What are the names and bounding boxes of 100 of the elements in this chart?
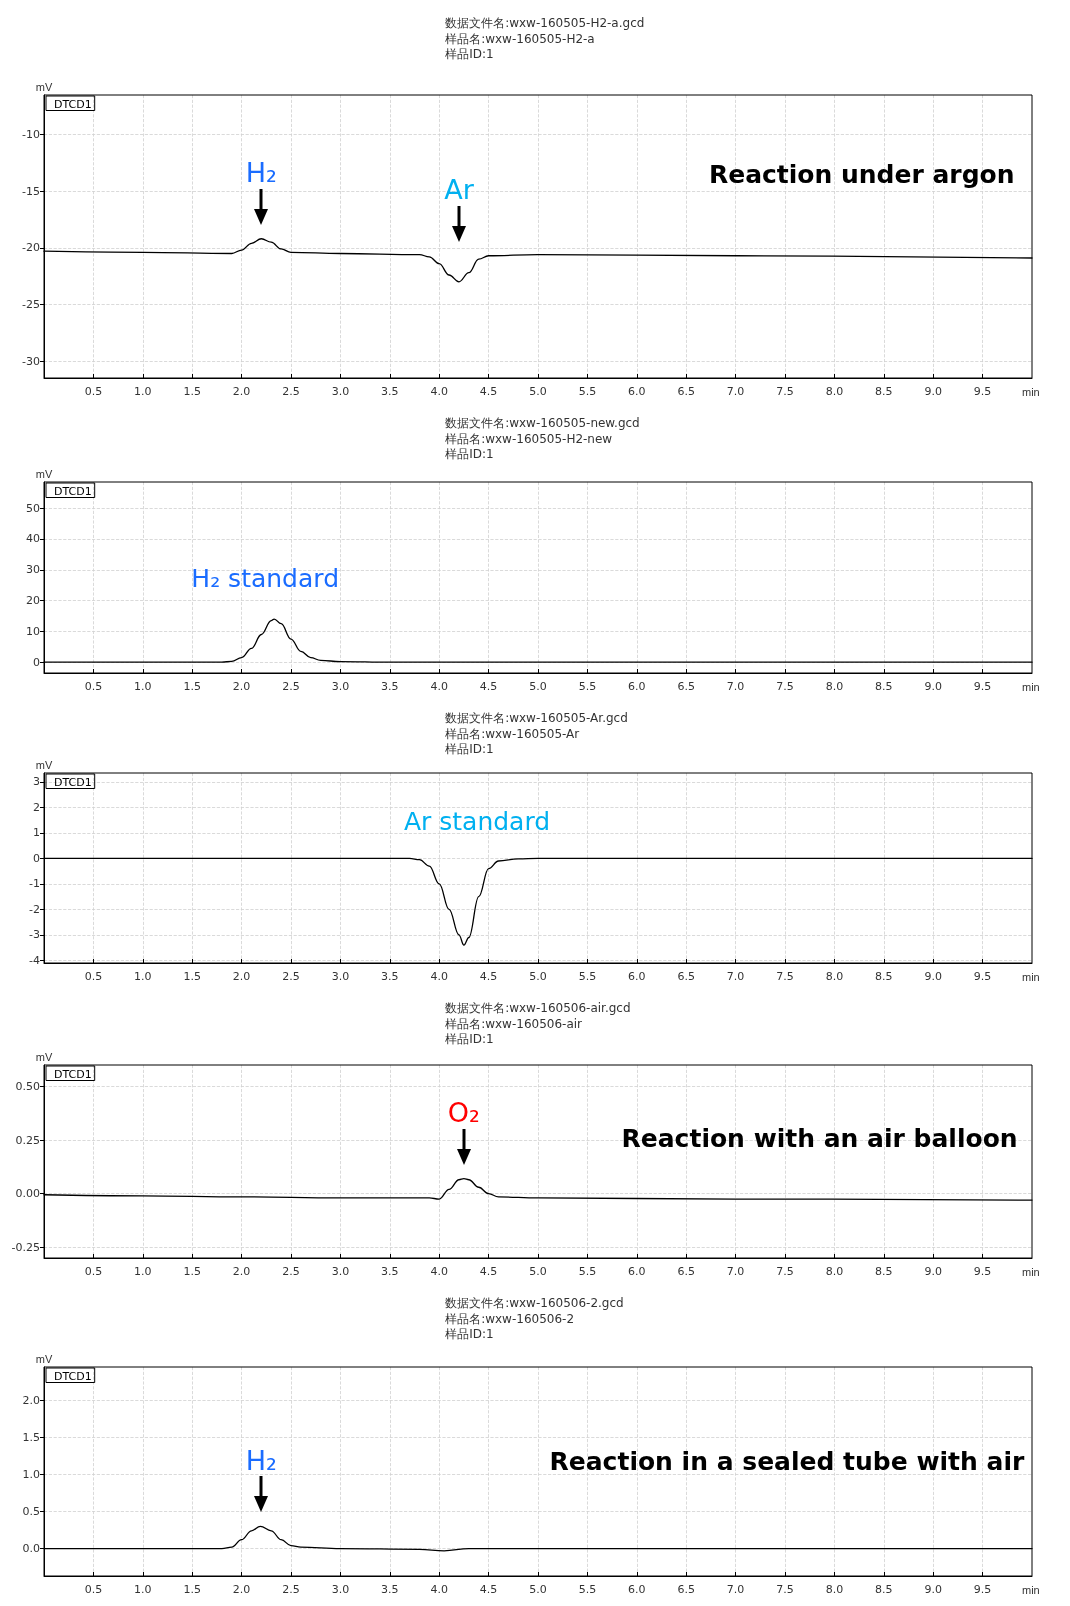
y-tick-label: 0.0 [22,1542,40,1556]
x-tick-label: 3.5 [381,1583,399,1596]
x-tick-label: 7.0 [726,1583,745,1596]
chart-title: 数据文件名:wxw-160505-Ar.gcd [445,711,628,725]
y-tick-label: -2 [29,902,40,916]
x-tick-label: 1.0 [134,970,152,983]
x-axis-title: min [1022,1265,1040,1278]
y-tick-label: -4 [29,953,40,967]
x-tick-label: 9.0 [924,385,942,398]
x-tick-label: 7.5 [776,970,794,983]
x-tick-label: 2.5 [282,970,300,983]
x-tick-label: 9.5 [973,970,992,983]
x-tick-label: 8.0 [825,385,844,398]
x-tick-label: 6.0 [628,385,646,398]
chart-subtitle: 样品名:wxw-160506-2 样品ID:1 [445,1311,575,1341]
x-axis-title: min [1022,680,1040,693]
x-tick-label: 6.0 [628,1583,646,1596]
x-tick-label: 1.0 [134,1583,152,1596]
y-tick-label: 2 [33,800,40,814]
x-tick-label: 4.5 [479,1265,498,1278]
x-tick-label: 3.5 [381,1265,399,1278]
text: DTCD1 [54,97,92,111]
x-tick-label: 9.0 [924,970,942,983]
x-tick-label: 9.5 [973,1265,992,1278]
x-tick-label: 8.0 [825,680,844,693]
y-tick-label: 50 [26,501,40,515]
x-tick-label: 5.5 [578,385,597,398]
x-tick-label: 8.5 [875,1265,893,1278]
x-tick-label: 1.0 [134,680,152,693]
y-tick-label: -30 [22,354,40,368]
x-tick-label: 0.5 [84,1265,103,1278]
x-tick-label: 3.0 [331,1265,350,1278]
x-tick-label: 9.5 [973,385,992,398]
x-axis-title: min [1022,1583,1040,1596]
x-axis-title: min [1022,385,1040,398]
x-tick-label: 4.5 [479,970,498,983]
x-tick-label: 7.0 [726,970,745,983]
x-tick-label: 6.0 [628,1265,646,1278]
x-tick-label: 6.5 [677,1265,695,1278]
annotation: Ar [444,174,475,206]
y-tick-label: -25 [22,297,40,311]
text: DTCD1 [54,1369,92,1383]
y-tick-label: 0 [33,655,40,669]
x-tick-label: 0.5 [84,385,103,398]
x-tick-label: 5.0 [529,970,547,983]
x-tick-label: 7.5 [776,1583,794,1596]
annotation: Reaction under argon [708,159,1015,189]
y-tick-label: 0.25 [15,1133,40,1147]
x-tick-label: 4.0 [430,970,448,983]
chart-subtitle: 样品名:wxw-160505-H2-new 样品ID:1 [445,431,613,461]
x-tick-label: 5.0 [529,1265,547,1278]
y-tick-label: 0.00 [15,1187,40,1201]
annotation: H₂ [245,1444,277,1476]
x-tick-label: 2.0 [232,1265,251,1278]
x-tick-label: 9.0 [924,680,942,693]
x-tick-label: 8.5 [875,385,893,398]
x-tick-label: 0.5 [84,970,103,983]
y-tick-label: -3 [29,928,40,942]
x-tick-label: 6.0 [628,970,646,983]
x-tick-label: 7.5 [776,680,794,693]
x-tick-label: 8.5 [875,1583,893,1596]
y-axis-title: mV [35,80,53,93]
x-tick-label: 5.5 [578,1583,597,1596]
y-tick-label: 20 [26,594,40,608]
x-tick-label: 4.0 [430,385,448,398]
x-tick-label: 1.5 [183,385,201,398]
y-axis-title: mV [35,1352,53,1365]
y-tick-label: 1.0 [22,1467,40,1481]
x-tick-label: 3.0 [331,1583,350,1596]
x-tick-label: 6.5 [677,385,695,398]
x-tick-label: 1.0 [134,385,152,398]
y-tick-label: -1 [29,877,40,891]
x-tick-label: 6.5 [677,970,695,983]
x-tick-label: 3.0 [331,680,350,693]
x-tick-label: 8.5 [875,970,893,983]
x-tick-label: 6.5 [677,680,695,693]
x-tick-label: 5.5 [578,680,597,693]
x-tick-label: 4.5 [479,680,498,693]
x-tick-label: 8.0 [825,1265,844,1278]
x-tick-label: 6.0 [628,680,646,693]
y-tick-label: -20 [22,241,40,255]
x-tick-label: 4.0 [430,1583,448,1596]
y-tick-label: -10 [22,128,40,142]
x-tick-label: 2.5 [282,385,300,398]
x-axis-title: min [1022,970,1040,983]
x-tick-label: 7.5 [776,385,794,398]
annotation: O₂ [447,1097,480,1129]
x-tick-label: 7.0 [726,385,745,398]
y-tick-label: -15 [22,184,40,198]
x-tick-label: 3.5 [381,970,399,983]
y-tick-label: 0 [33,851,40,865]
chart-subtitle: 样品名:wxw-160505-H2-a 样品ID:1 [445,31,595,61]
y-tick-label: 10 [26,624,40,638]
x-tick-label: 2.0 [232,1583,251,1596]
y-tick-label: 30 [26,563,40,577]
y-tick-label: -0.25 [11,1240,40,1254]
y-tick-label: 3 [33,775,40,789]
x-tick-label: 7.0 [726,1265,745,1278]
y-axis-title: mV [35,758,53,771]
x-tick-label: 4.5 [479,1583,498,1596]
